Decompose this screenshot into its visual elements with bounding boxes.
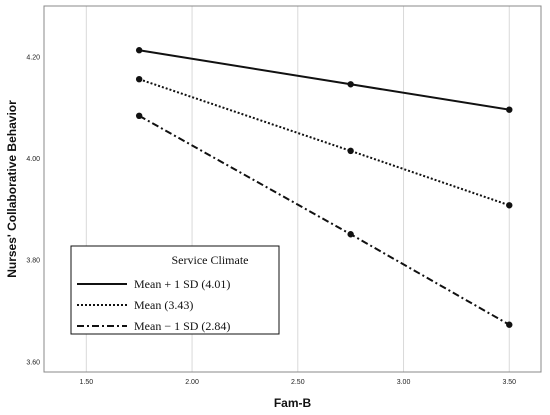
y-tick-label: 4.20 — [26, 54, 40, 61]
data-point — [135, 47, 143, 54]
plot-area-frame — [43, 5, 542, 373]
data-point — [135, 112, 143, 120]
tick-labels: 1.50 2.00 2.50 3.00 3.50 3.60 3.80 4.00 4.20 — [26, 54, 516, 386]
data-point — [347, 81, 354, 88]
legend: Service Climate Mean + 1 SD (4.01) Mean (… — [70, 245, 280, 335]
data-point — [347, 147, 354, 155]
data-point — [506, 106, 513, 113]
legend-label: Mean + 1 SD (4.01) — [134, 277, 230, 291]
legend-label: Mean − 1 SD (2.84) — [134, 319, 230, 333]
series-line-1 — [139, 49, 510, 111]
x-tick-label: 3.50 — [502, 379, 516, 386]
series-layer — [135, 47, 513, 328]
data-point — [347, 231, 354, 238]
series-line-2 — [138, 78, 510, 207]
x-tick-label: 1.50 — [79, 379, 93, 386]
data-point — [506, 202, 513, 209]
data-point — [506, 321, 513, 328]
legend-box — [70, 245, 280, 335]
y-axis-title: Nurses' Collaborative Behavior — [5, 100, 19, 278]
x-tick-label: 3.00 — [397, 379, 411, 386]
data-point — [135, 76, 143, 83]
legend-title: Service Climate — [172, 253, 249, 267]
x-tick-label: 2.00 — [185, 379, 199, 386]
x-tick-label: 2.50 — [291, 379, 305, 386]
x-axis-title: Fam-B — [274, 396, 312, 410]
legend-label: Mean (3.43) — [134, 298, 193, 312]
legend-items: Mean + 1 SD (4.01) Mean (3.43) Mean − 1 SD… — [77, 277, 230, 333]
y-tick-label: 4.00 — [26, 156, 40, 163]
y-tick-label: 3.60 — [26, 359, 40, 366]
y-tick-label: 3.80 — [26, 258, 40, 265]
